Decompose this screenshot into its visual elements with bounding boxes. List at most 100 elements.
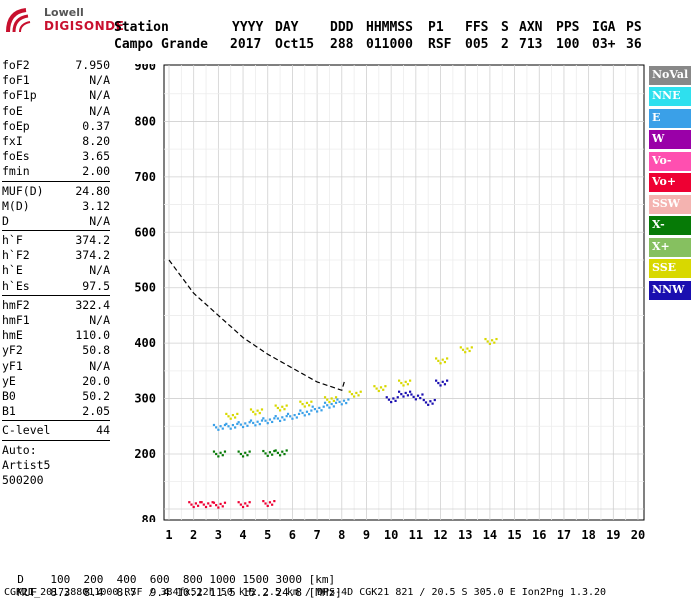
echo-point-e xyxy=(237,421,240,424)
echo-point-e xyxy=(254,424,257,427)
param-label: C-level xyxy=(2,423,51,438)
param-row-mufd: MUF(D) 24.80 xyxy=(2,184,110,199)
echo-point-vo xyxy=(204,505,208,509)
param-label: D xyxy=(2,213,9,228)
echo-point-vo xyxy=(221,505,224,508)
echo-point-e xyxy=(223,423,227,427)
param-value: 3.12 xyxy=(82,198,110,213)
echo-point-x xyxy=(273,449,276,453)
echo-point-nnw xyxy=(439,384,442,387)
echo-point-sse xyxy=(484,337,487,341)
param-value: 374.2 xyxy=(75,248,110,263)
header-label-10: IGA xyxy=(592,20,616,35)
echo-point-e xyxy=(262,417,265,420)
echo-point-nnw xyxy=(429,400,432,403)
footer-distance-row: D 100 200 400 600 800 1000 1500 3000 [km… xyxy=(4,560,335,586)
param-label: h`E xyxy=(2,263,23,278)
echo-point-sse xyxy=(409,379,412,382)
param-row-d: D N/A xyxy=(2,214,110,229)
param-value: 20.0 xyxy=(82,373,110,388)
echo-point-vo xyxy=(237,501,240,504)
param-label: foF1 xyxy=(2,73,30,88)
param-value: N/A xyxy=(89,103,110,118)
echo-point-x xyxy=(244,451,247,454)
echo-point-x xyxy=(266,454,269,457)
echo-point-sse xyxy=(252,410,255,413)
param-label: yE xyxy=(2,373,16,388)
echo-point-sse xyxy=(231,414,235,417)
param-value: N/A xyxy=(89,263,110,278)
echo-point-vo xyxy=(273,500,276,503)
echo-point-e xyxy=(320,409,323,412)
echo-point-vo xyxy=(192,505,195,509)
echo-point-sse xyxy=(464,351,467,354)
header-label-8: AXN xyxy=(519,20,543,35)
param-label: h`F xyxy=(2,233,23,248)
legend-item-vo: Vo- xyxy=(649,151,691,171)
echo-point-e xyxy=(278,419,282,423)
x-tick-label: 13 xyxy=(457,528,473,542)
echo-point-nnw xyxy=(437,381,440,385)
echo-point-e xyxy=(236,422,239,425)
echo-point-e xyxy=(295,416,298,419)
echo-point-e xyxy=(342,399,346,402)
echo-point-e xyxy=(345,401,348,405)
y-tick-label: 200 xyxy=(134,447,156,461)
echo-point-sse xyxy=(353,395,356,398)
y-tick-label: 700 xyxy=(134,170,156,184)
echo-point-nnw xyxy=(390,400,393,404)
echo-point-nnw xyxy=(402,395,405,398)
y-tick-label: 300 xyxy=(134,392,156,406)
legend-item-nne: NNE xyxy=(649,87,691,107)
echo-point-e xyxy=(330,402,333,406)
echo-point-sse xyxy=(355,391,358,395)
echo-point-vo xyxy=(219,502,222,506)
echo-point-e xyxy=(285,415,288,418)
param-value: 7.950 xyxy=(75,58,110,72)
param-value: 322.4 xyxy=(75,297,110,312)
header-value-1: 2017 xyxy=(230,37,262,52)
param-row-hf2: h`F2 374.2 xyxy=(2,248,110,263)
echo-point-e xyxy=(212,423,216,427)
param-value: 374.2 xyxy=(75,233,110,248)
echo-point-nnw xyxy=(396,396,399,399)
echo-point-vo xyxy=(202,503,205,506)
param-label: yF1 xyxy=(2,358,23,373)
logo-brand-top: Lowell xyxy=(44,6,84,19)
param-row-clevel: C-level 44 xyxy=(2,423,110,438)
echo-point-e xyxy=(311,405,314,408)
echo-point-nnw xyxy=(421,393,424,396)
echo-point-sse xyxy=(495,337,498,341)
echo-point-e xyxy=(297,412,301,415)
echo-point-sse xyxy=(326,398,329,401)
auto-scaling-line3: 500200 xyxy=(2,472,44,487)
echo-point-sse xyxy=(488,342,491,345)
param-value: 8.20 xyxy=(82,133,110,148)
param-value: 2.00 xyxy=(82,164,110,179)
echo-point-sse xyxy=(384,385,387,388)
param-label: B0 xyxy=(2,388,16,403)
echo-point-e xyxy=(258,423,261,426)
echo-point-x xyxy=(281,450,284,453)
header-label-2: DAY xyxy=(275,20,299,35)
echo-point-nnw xyxy=(422,398,425,402)
param-value: N/A xyxy=(89,73,110,88)
echo-point-e xyxy=(326,404,329,407)
echo-point-e xyxy=(248,421,251,424)
x-tick-label: 1 xyxy=(165,528,173,542)
echo-point-nnw xyxy=(424,401,428,404)
echo-point-e xyxy=(293,414,296,417)
param-value: 110.0 xyxy=(75,328,110,343)
echo-point-x xyxy=(271,453,274,456)
echo-point-x xyxy=(262,449,265,453)
echo-point-vo xyxy=(211,501,214,504)
param-divider xyxy=(2,294,110,296)
echo-point-e xyxy=(281,416,284,419)
param-row-yf1: yF1 N/A xyxy=(2,359,110,374)
param-divider xyxy=(2,230,110,232)
echo-point-nnw xyxy=(410,393,413,396)
x-tick-label: 14 xyxy=(482,528,498,542)
echo-point-sse xyxy=(359,390,362,393)
param-value: 3.65 xyxy=(82,149,110,164)
x-tick-label: 18 xyxy=(581,528,596,542)
